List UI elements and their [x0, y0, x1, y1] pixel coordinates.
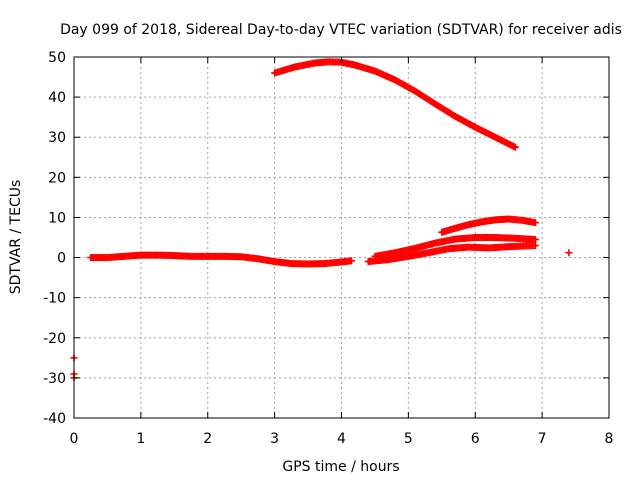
- x-tick-label: 0: [70, 431, 79, 447]
- y-tick-label: 10: [48, 210, 66, 226]
- x-tick-label: 8: [605, 431, 614, 447]
- x-tick-label: 4: [337, 431, 346, 447]
- y-tick-label: 40: [48, 90, 66, 106]
- axis-ticks: [73, 56, 610, 419]
- data-point: [531, 236, 539, 244]
- series-arc-upper: [438, 215, 539, 236]
- y-axis-label: SDTVAR / TECUs: [8, 180, 24, 295]
- y-tick-label: -40: [43, 411, 66, 427]
- series-arc-middle: [371, 234, 539, 260]
- y-tick-label: -10: [43, 291, 66, 307]
- x-tick-label: 6: [471, 431, 480, 447]
- series-arc-high: [271, 58, 519, 151]
- y-tick-label: 50: [48, 50, 66, 66]
- tick-labels: 0 1 2 3 4 5 6 7 8 -40 -30 -20 -10 0 10 20 30 40 50: [43, 50, 613, 447]
- data-point: [565, 249, 573, 257]
- x-axis-label: GPS time / hours: [282, 459, 399, 475]
- y-tick-label: 30: [48, 130, 66, 146]
- series-arc-lower: [364, 242, 539, 266]
- data-point: [531, 242, 539, 250]
- x-tick-label: 7: [538, 431, 547, 447]
- y-tick-label: 0: [57, 251, 66, 267]
- series-baseline: [87, 251, 356, 268]
- y-tick-label: -30: [43, 371, 66, 387]
- data-point: [348, 257, 356, 265]
- y-tick-label: 20: [48, 170, 66, 186]
- y-tick-label: -20: [43, 331, 66, 347]
- data-point: [531, 219, 539, 227]
- data-point: [511, 143, 519, 151]
- x-tick-label: 1: [136, 431, 145, 447]
- x-tick-label: 3: [270, 431, 279, 447]
- chart-title: Day 099 of 2018, Sidereal Day-to-day VTE…: [60, 22, 622, 38]
- x-tick-label: 2: [203, 431, 212, 447]
- x-tick-label: 5: [404, 431, 413, 447]
